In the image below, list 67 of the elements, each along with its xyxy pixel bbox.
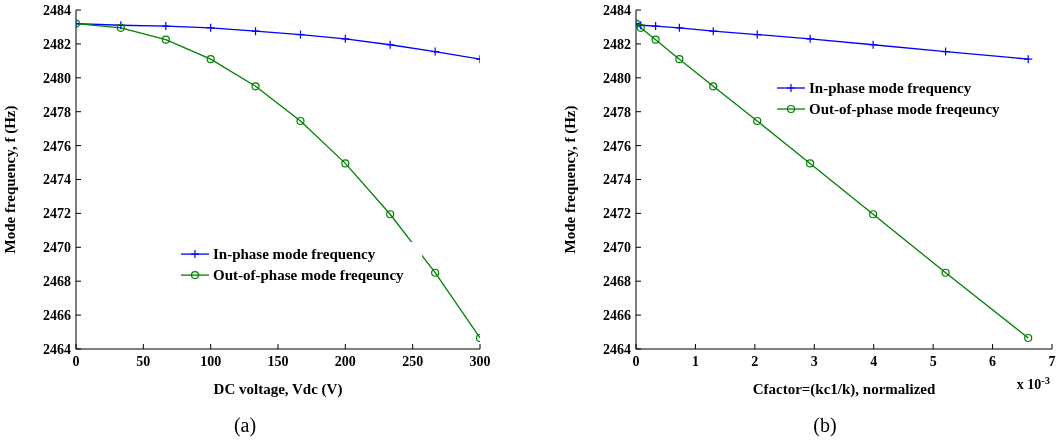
legend-label: Out-of-phase mode freqeuncy [809, 101, 1001, 117]
y-tick-label: 2466 [43, 308, 71, 324]
point [161, 21, 171, 31]
x-tick-label: 7 [1048, 353, 1056, 369]
text: x 10$^{-3}$ [1016, 374, 1050, 392]
x-tick-label: 200 [334, 353, 356, 369]
point [161, 35, 170, 44]
point [651, 21, 661, 31]
y-tick-label: 2464 [603, 341, 631, 357]
x-tick-label: 0 [72, 353, 80, 369]
y-tick-label: 2472 [603, 206, 631, 222]
point [941, 268, 950, 277]
point [251, 82, 260, 91]
point [1024, 333, 1033, 343]
point [341, 159, 350, 168]
point [709, 82, 718, 91]
y-axis-title: Mode frequency, f (Hz) [562, 105, 580, 254]
point [296, 116, 305, 126]
point [753, 116, 762, 126]
point [806, 159, 815, 168]
x-tick-label: 6 [989, 353, 997, 369]
x-tick-label: 300 [469, 353, 491, 369]
y-tick-label: 2468 [43, 274, 71, 290]
y-tick-label: 2482 [603, 36, 631, 52]
x-tick-label: 50 [136, 353, 151, 369]
y-tick-label: 2480 [43, 70, 71, 86]
x-tick-label: 5 [929, 353, 937, 369]
point [431, 268, 440, 277]
y-tick-label: 2464 [43, 341, 71, 357]
x-tick-label: 100 [200, 353, 222, 369]
y-tick-label: 2484 [43, 2, 71, 18]
y-tick-label: 2470 [603, 240, 631, 256]
point [675, 55, 684, 64]
x-tick-label: 1 [691, 353, 699, 369]
y-tick-label: 2466 [603, 308, 631, 324]
y-tick-label: 2476 [603, 138, 631, 154]
x-tick-label: 0 [632, 353, 640, 369]
legend-label: In-phase mode frequency [213, 246, 376, 263]
x-tick-label: 4 [870, 353, 878, 369]
y-tick-label: 2482 [43, 36, 71, 52]
y-axis-title: Mode frequency, f (Hz) [2, 105, 20, 254]
point [206, 55, 215, 64]
x-axis-title: Cfactor=(kc1/k), normalized [752, 381, 936, 398]
point [869, 210, 878, 219]
x-tick-label: 3 [810, 353, 818, 369]
x-tick-label: 2 [751, 353, 759, 369]
x-axis-title: DC voltage, Vdc (V) [213, 381, 343, 398]
legend-label: In-phase mode frequency [809, 80, 972, 96]
y-tick-label: 2472 [43, 206, 71, 222]
y-tick-label: 2470 [43, 240, 71, 256]
point [386, 210, 395, 219]
text: (b) [813, 414, 837, 437]
legend-label: Out-of-phase mode freqeuncy [213, 267, 405, 284]
y-tick-label: 2478 [603, 104, 631, 120]
y-tick-label: 2480 [603, 70, 631, 86]
y-tick-label: 2468 [603, 274, 631, 290]
y-tick-label: 2474 [43, 172, 71, 188]
point [868, 40, 878, 50]
y-tick-label: 2474 [603, 172, 631, 188]
x-tick-label: 250 [402, 353, 424, 369]
x-tick-label: 150 [267, 353, 289, 369]
y-tick-label: 2478 [43, 104, 71, 120]
y-tick-label: 2476 [43, 138, 71, 154]
point [651, 35, 660, 44]
y-tick-label: 2484 [603, 2, 631, 18]
point [805, 34, 815, 44]
text: (a) [233, 414, 257, 437]
